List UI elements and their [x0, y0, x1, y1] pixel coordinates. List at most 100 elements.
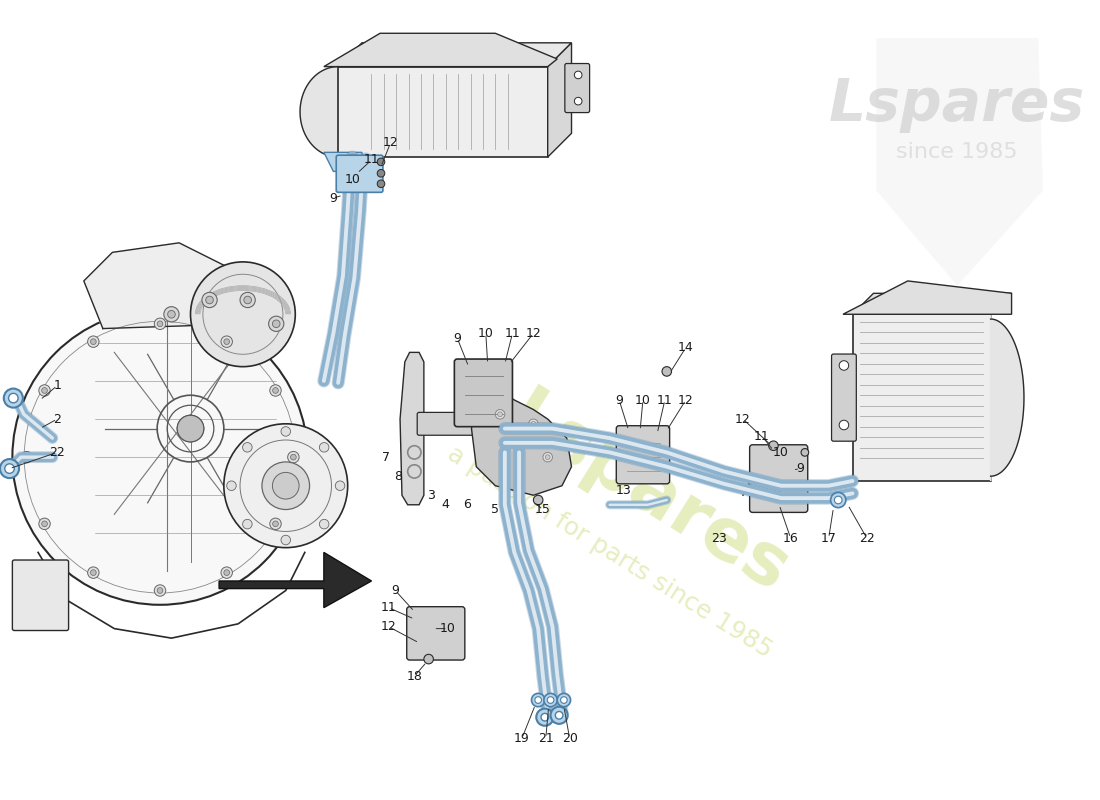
Text: 11: 11 — [657, 394, 673, 406]
Circle shape — [88, 567, 99, 578]
Circle shape — [830, 492, 846, 508]
Circle shape — [270, 518, 282, 530]
Circle shape — [541, 714, 549, 721]
Circle shape — [336, 481, 344, 490]
Text: 17: 17 — [821, 532, 837, 545]
Circle shape — [0, 459, 19, 478]
Circle shape — [319, 519, 329, 529]
Circle shape — [537, 709, 553, 726]
Circle shape — [12, 310, 308, 605]
FancyBboxPatch shape — [454, 359, 513, 426]
Text: 18: 18 — [406, 670, 422, 682]
Polygon shape — [300, 66, 338, 157]
Circle shape — [835, 496, 842, 504]
Circle shape — [221, 567, 232, 578]
FancyBboxPatch shape — [852, 314, 991, 481]
Circle shape — [21, 451, 32, 463]
Polygon shape — [84, 243, 255, 329]
Text: 3: 3 — [427, 489, 434, 502]
Circle shape — [280, 426, 290, 436]
Circle shape — [574, 98, 582, 105]
Circle shape — [223, 339, 230, 345]
Text: 19: 19 — [514, 732, 530, 745]
Circle shape — [273, 521, 278, 526]
Circle shape — [154, 318, 166, 330]
Circle shape — [556, 711, 563, 719]
Text: 11: 11 — [755, 430, 770, 442]
FancyBboxPatch shape — [749, 445, 807, 512]
Circle shape — [240, 292, 255, 308]
Circle shape — [167, 310, 175, 318]
Circle shape — [227, 481, 236, 490]
Circle shape — [90, 339, 96, 345]
Polygon shape — [323, 34, 558, 66]
Text: 23: 23 — [712, 532, 727, 545]
Text: 22: 22 — [859, 532, 874, 545]
Circle shape — [839, 420, 849, 430]
Polygon shape — [548, 43, 572, 157]
Circle shape — [551, 706, 568, 724]
Circle shape — [88, 336, 99, 347]
Circle shape — [280, 535, 290, 545]
Text: 11: 11 — [364, 154, 380, 166]
Circle shape — [24, 454, 30, 460]
Circle shape — [543, 452, 552, 462]
Circle shape — [535, 697, 541, 703]
Circle shape — [243, 442, 252, 452]
Polygon shape — [219, 553, 372, 608]
Circle shape — [9, 394, 18, 403]
Circle shape — [4, 464, 14, 474]
Circle shape — [561, 697, 568, 703]
Text: 10: 10 — [773, 446, 789, 459]
Circle shape — [290, 454, 296, 460]
Text: 12: 12 — [678, 394, 694, 406]
Text: Lspares: Lspares — [495, 382, 801, 609]
Circle shape — [662, 366, 671, 376]
Text: 10: 10 — [635, 394, 651, 406]
Circle shape — [221, 336, 232, 347]
FancyBboxPatch shape — [12, 560, 68, 630]
Circle shape — [574, 71, 582, 78]
Circle shape — [177, 415, 204, 442]
Circle shape — [546, 454, 550, 459]
Circle shape — [377, 158, 385, 166]
Circle shape — [223, 424, 348, 548]
Text: 12: 12 — [735, 413, 751, 426]
Text: 15: 15 — [535, 503, 551, 516]
Circle shape — [547, 697, 554, 703]
Text: 22: 22 — [50, 446, 65, 459]
Text: 8: 8 — [394, 470, 403, 482]
Circle shape — [157, 321, 163, 326]
Circle shape — [377, 180, 385, 187]
Circle shape — [268, 316, 284, 331]
Text: 9: 9 — [796, 462, 804, 475]
Circle shape — [273, 472, 299, 499]
Text: 10: 10 — [440, 622, 455, 635]
Circle shape — [497, 412, 503, 417]
Polygon shape — [843, 281, 1012, 314]
Circle shape — [543, 694, 558, 706]
Polygon shape — [852, 294, 1012, 314]
FancyBboxPatch shape — [564, 63, 590, 113]
Circle shape — [243, 519, 252, 529]
Text: Lspares: Lspares — [829, 76, 1086, 134]
Text: 1: 1 — [53, 379, 62, 392]
Circle shape — [531, 422, 536, 426]
Circle shape — [157, 588, 163, 594]
Text: 9: 9 — [329, 191, 338, 205]
Circle shape — [244, 296, 252, 304]
Circle shape — [839, 361, 849, 370]
Text: 20: 20 — [562, 732, 578, 745]
Text: 4: 4 — [442, 498, 450, 511]
Text: 10: 10 — [477, 327, 494, 340]
Polygon shape — [338, 43, 572, 66]
Circle shape — [90, 570, 96, 575]
Text: 7: 7 — [382, 450, 389, 464]
Circle shape — [39, 385, 51, 396]
Text: 10: 10 — [344, 173, 361, 186]
Circle shape — [558, 694, 571, 706]
Circle shape — [154, 585, 166, 596]
Text: 5: 5 — [492, 503, 499, 516]
Text: 16: 16 — [783, 532, 799, 545]
Polygon shape — [991, 314, 1024, 481]
